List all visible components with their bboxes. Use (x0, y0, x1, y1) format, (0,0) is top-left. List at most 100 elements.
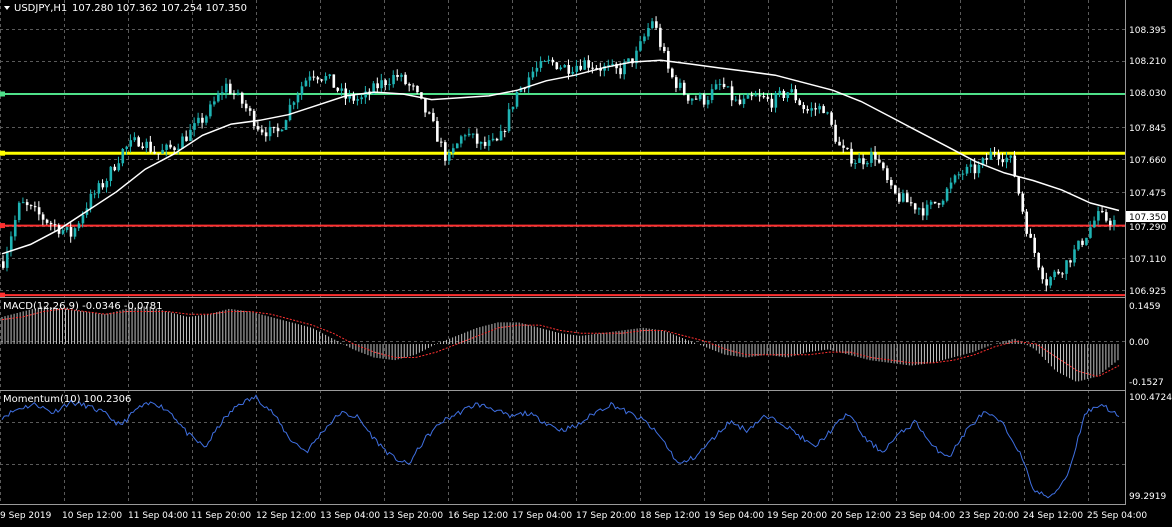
candle-body (25, 202, 29, 206)
candle-body (157, 153, 160, 155)
candle-body (659, 27, 662, 47)
candle-body (635, 50, 638, 64)
candle-body (1037, 252, 1040, 268)
candle-body (404, 74, 407, 85)
time-tick-label: 11 Sep 04:00 (128, 511, 188, 521)
candle-body (364, 91, 367, 98)
candle-body (232, 93, 236, 95)
candle-body (1001, 159, 1005, 163)
time-tick-label: 10 Sep 12:00 (62, 511, 122, 521)
candle-body (499, 131, 503, 141)
candle-body (65, 227, 69, 231)
candle-body (348, 94, 352, 99)
candle-body (611, 63, 614, 66)
candle-body (949, 182, 953, 189)
candle-body (818, 106, 821, 110)
candle-body (145, 141, 148, 148)
candle-body (866, 162, 869, 165)
candle-body (965, 166, 969, 174)
candle-body (236, 92, 240, 95)
candle-body (794, 89, 798, 101)
candle-body (1109, 220, 1112, 226)
momentum-tick-label: 99.2919 (1129, 492, 1166, 502)
time-tick-label: 16 Sep 12:00 (448, 511, 508, 521)
candle-body (73, 228, 77, 237)
candle-body (706, 100, 710, 105)
candle-body (507, 109, 511, 132)
candle-body (587, 60, 590, 68)
candle-body (260, 129, 264, 133)
candle-body (129, 140, 133, 147)
candle-body (432, 112, 435, 122)
candle-body (61, 230, 65, 234)
candle-body (137, 137, 140, 147)
candle-body (559, 67, 563, 70)
candle-body (619, 68, 622, 75)
candle-body (870, 152, 873, 163)
time-tick-label: 13 Sep 20:00 (383, 511, 443, 521)
candle-body (29, 205, 33, 207)
candle-body (667, 51, 670, 69)
macd-axis: 0.1459 0.00 -0.1527 (1129, 302, 1164, 388)
candle-body (328, 74, 332, 77)
candle-body (698, 94, 702, 100)
candle-body (897, 193, 901, 202)
candle-body (459, 136, 463, 144)
candle-body (826, 112, 829, 114)
candle-body (487, 140, 491, 146)
candle-body (858, 158, 861, 163)
level-line-handle[interactable] (0, 91, 5, 97)
symbol-dropdown-icon[interactable] (4, 6, 10, 10)
candle-body (264, 132, 268, 137)
candle-body (985, 158, 989, 160)
candle-body (77, 223, 81, 229)
time-tick-label: 9 Sep 2019 (0, 511, 52, 521)
candle-body (9, 236, 13, 252)
level-line-handle[interactable] (0, 292, 5, 298)
candle-body (599, 68, 602, 71)
candle-body (718, 83, 722, 85)
candle-body (105, 180, 109, 188)
candle-body (133, 137, 137, 141)
candle-body (340, 88, 344, 91)
candle-body (412, 85, 415, 87)
candle-body (607, 65, 610, 67)
candle-body (113, 166, 117, 171)
candle-body (1053, 271, 1056, 278)
candle-body (511, 106, 515, 110)
level-line-handle[interactable] (0, 223, 5, 229)
candle-body (89, 193, 93, 209)
price-axis: 108.395 108.210 108.030 107.845 107.660 … (1126, 26, 1168, 297)
panel-borders (0, 0, 1126, 505)
time-tick-label: 18 Sep 12:00 (640, 511, 700, 521)
candle-body (495, 138, 499, 141)
candle-body (33, 206, 37, 208)
time-tick-label: 19 Sep 04:00 (704, 511, 764, 521)
candle-body (774, 93, 778, 108)
level-line-handle[interactable] (0, 150, 5, 156)
candle-body (153, 151, 156, 154)
candle-body (591, 67, 594, 69)
candle-body (193, 123, 196, 130)
time-tick-label: 20 Sep 12:00 (831, 511, 891, 521)
candle-body (917, 208, 921, 210)
candle-body (336, 87, 340, 91)
candle-body (941, 200, 945, 205)
time-tick-label: 23 Sep 20:00 (959, 511, 1019, 521)
time-tick-label: 11 Sep 20:00 (191, 511, 251, 521)
candle-body (420, 92, 423, 99)
candle-body (201, 117, 204, 123)
candle-body (738, 99, 742, 105)
candle-body (1097, 211, 1100, 221)
candle-body (595, 68, 598, 70)
candle-body (937, 203, 941, 205)
candle-body (921, 208, 925, 216)
macd-panel (1, 306, 1120, 382)
candle-body (93, 193, 97, 195)
candle-body (539, 61, 543, 68)
price-tick-label: 108.210 (1129, 57, 1166, 67)
candle-body (663, 46, 666, 52)
momentum-title: Momentum(10) 100.2306 (3, 394, 131, 405)
candle-body (878, 159, 881, 163)
